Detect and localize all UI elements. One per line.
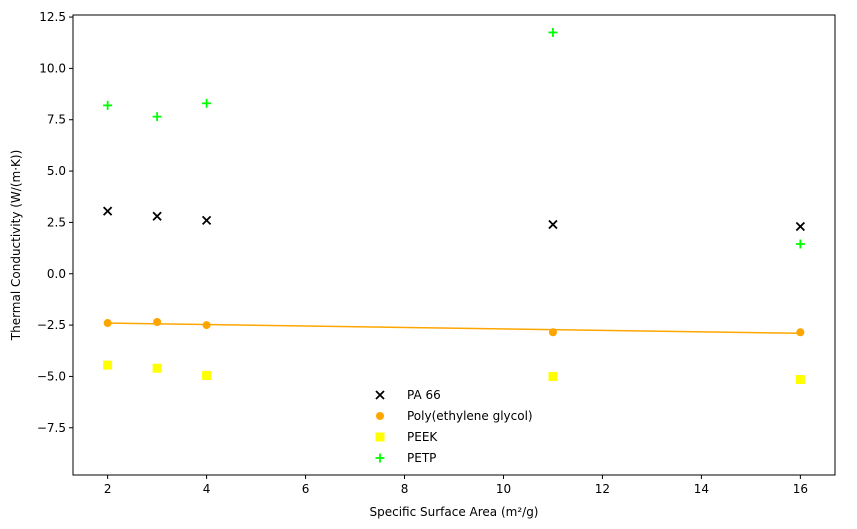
data-point: [548, 27, 558, 37]
data-point: [102, 206, 113, 216]
y-tick-label: 12.5: [39, 10, 66, 24]
data-point: [202, 98, 212, 108]
legend: PA 66 Poly(ethylene glycol) PEEK PETP: [375, 388, 533, 465]
x-tick-label: 8: [401, 482, 409, 496]
data-point: [548, 219, 558, 230]
data-point: [201, 215, 212, 225]
y-tick-label: 5.0: [47, 164, 66, 178]
y-tick-label: 7.5: [47, 113, 66, 127]
x-tick-label: 14: [694, 482, 709, 496]
data-point: [795, 221, 806, 232]
data-point: [103, 360, 113, 370]
data-point: [795, 239, 805, 249]
data-point: [202, 370, 212, 380]
legend-marker: [376, 412, 384, 420]
x-axis-label: Specific Surface Area (m²/g): [369, 505, 538, 519]
data-point: [548, 371, 558, 381]
legend-label: PEEK: [407, 430, 438, 444]
legend-label: Poly(ethylene glycol): [407, 409, 533, 423]
y-tick-label: −2.5: [37, 318, 66, 332]
y-axis-ticks: −7.5 −5.0 −2.5 0.0 2.5 5.0 7.5 10.0 12.5: [37, 10, 73, 435]
data-point: [103, 100, 113, 110]
data-point: [152, 363, 162, 373]
x-tick-label: 16: [793, 482, 808, 496]
y-tick-label: −7.5: [37, 421, 66, 435]
data-points: [102, 27, 806, 385]
legend-marker: [375, 432, 385, 442]
x-axis-ticks: 2 4 6 8 10 12 14 16: [104, 475, 808, 496]
data-point: [795, 375, 805, 385]
plot-frame: [72, 14, 836, 476]
legend-label: PETP: [407, 451, 436, 465]
trend-line: [107, 322, 801, 335]
legend-marker: [375, 390, 385, 400]
data-point: [152, 112, 162, 122]
data-point: [152, 211, 162, 221]
x-tick-label: 12: [595, 482, 610, 496]
data-point: [103, 319, 112, 328]
data-point: [548, 328, 557, 337]
legend-label: PA 66: [407, 388, 441, 402]
x-tick-label: 4: [203, 482, 211, 496]
y-tick-label: −5.0: [37, 369, 66, 383]
data-point: [153, 318, 162, 327]
y-axis-label: Thermal Conductivity (W/(m·K)): [9, 150, 23, 341]
x-tick-label: 10: [496, 482, 511, 496]
y-tick-label: 10.0: [39, 61, 66, 75]
data-point: [796, 328, 805, 337]
y-tick-label: 0.0: [47, 267, 66, 281]
x-tick-label: 2: [104, 482, 112, 496]
x-tick-label: 6: [302, 482, 310, 496]
legend-marker: [375, 453, 385, 463]
data-point: [202, 321, 211, 330]
y-tick-label: 2.5: [47, 215, 66, 229]
trend-line-group: [107, 322, 801, 335]
